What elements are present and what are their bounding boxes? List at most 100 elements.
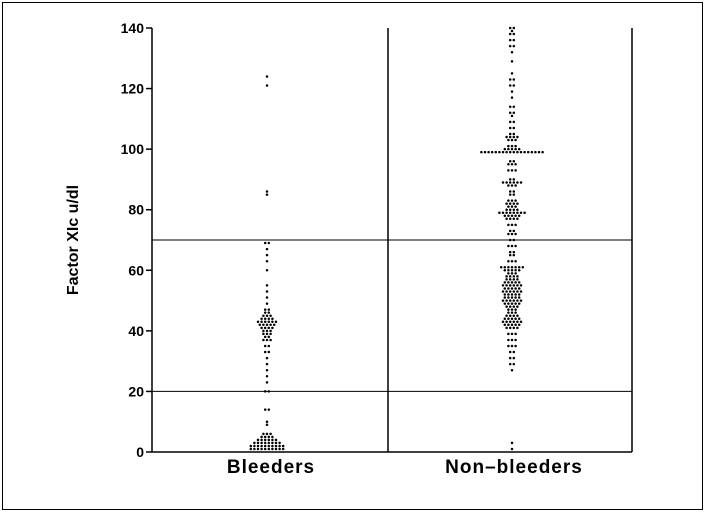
data-point (519, 181, 523, 184)
data-point (510, 368, 514, 372)
data-point (512, 126, 516, 130)
data-point (512, 275, 516, 278)
data-point (516, 275, 519, 278)
data-point (265, 323, 269, 327)
data-point (265, 381, 269, 384)
data-point (503, 147, 507, 151)
data-point (510, 447, 514, 451)
data-point (263, 241, 267, 245)
data-point (517, 269, 521, 272)
data-point (260, 317, 263, 320)
data-point (514, 147, 517, 151)
data-point (505, 208, 508, 211)
data-point (265, 356, 269, 360)
data-point (510, 147, 514, 151)
data-point (265, 329, 269, 333)
data-point (501, 211, 505, 214)
data-point (510, 259, 514, 263)
data-point (278, 447, 281, 451)
data-point (514, 293, 517, 296)
data-point (510, 205, 514, 208)
data-point (262, 432, 265, 436)
data-point (274, 441, 278, 445)
data-point (512, 284, 516, 287)
data-point (514, 269, 517, 272)
data-point (512, 202, 516, 205)
data-point (505, 135, 508, 139)
data-point (508, 253, 512, 257)
data-point (507, 269, 510, 272)
data-point (271, 317, 274, 320)
data-point (510, 323, 514, 327)
data-point (265, 290, 269, 293)
data-point (512, 208, 516, 211)
data-point (501, 181, 505, 184)
data-point (505, 202, 508, 205)
data-point (510, 317, 514, 320)
data-point (508, 305, 512, 308)
data-point (265, 193, 269, 196)
data-point (517, 317, 521, 320)
data-point (487, 150, 490, 154)
data-point (508, 217, 512, 221)
data-point (503, 317, 507, 320)
data-point (508, 275, 512, 278)
data-point (516, 202, 519, 205)
image-frame (2, 2, 703, 510)
data-point (263, 408, 267, 411)
data-point (508, 211, 512, 214)
y-tick-label-20: 20 (128, 383, 144, 399)
data-point (508, 290, 512, 293)
data-point (517, 147, 521, 151)
data-point (501, 299, 505, 302)
data-point (507, 259, 510, 263)
data-point (260, 441, 263, 445)
data-point (512, 32, 516, 36)
data-point (507, 266, 510, 269)
data-point (274, 320, 278, 324)
data-point (507, 272, 510, 275)
data-point (510, 199, 514, 202)
data-point (514, 344, 517, 348)
data-point (265, 247, 269, 251)
data-point (510, 287, 514, 290)
data-point (510, 281, 514, 284)
data-point (510, 441, 514, 445)
data-point (510, 138, 514, 142)
data-point (267, 308, 271, 311)
data-point (526, 150, 530, 154)
data-point (267, 408, 271, 411)
data-point (541, 150, 544, 154)
data-point (508, 150, 512, 154)
data-point (274, 438, 278, 442)
data-point (508, 132, 512, 136)
data-point (490, 150, 494, 154)
data-point (507, 332, 510, 336)
data-point (507, 138, 510, 142)
data-point (516, 326, 519, 330)
data-point (507, 184, 510, 187)
data-point (507, 344, 510, 348)
data-point (516, 208, 519, 211)
data-point (505, 181, 508, 184)
data-point (263, 344, 267, 348)
data-point (505, 326, 508, 330)
data-point (263, 441, 267, 445)
data-point (274, 447, 278, 451)
data-point (512, 78, 516, 81)
data-point (267, 311, 271, 314)
data-point (480, 150, 483, 154)
data-point (271, 441, 274, 445)
data-point (507, 287, 510, 290)
data-point (263, 438, 267, 442)
data-point (508, 356, 512, 360)
data-point (267, 335, 271, 339)
data-point (507, 169, 510, 172)
data-point (253, 441, 256, 445)
data-point (507, 147, 510, 151)
data-point (517, 214, 521, 218)
data-point (510, 163, 514, 166)
data-point (262, 314, 265, 317)
data-point (516, 217, 519, 221)
